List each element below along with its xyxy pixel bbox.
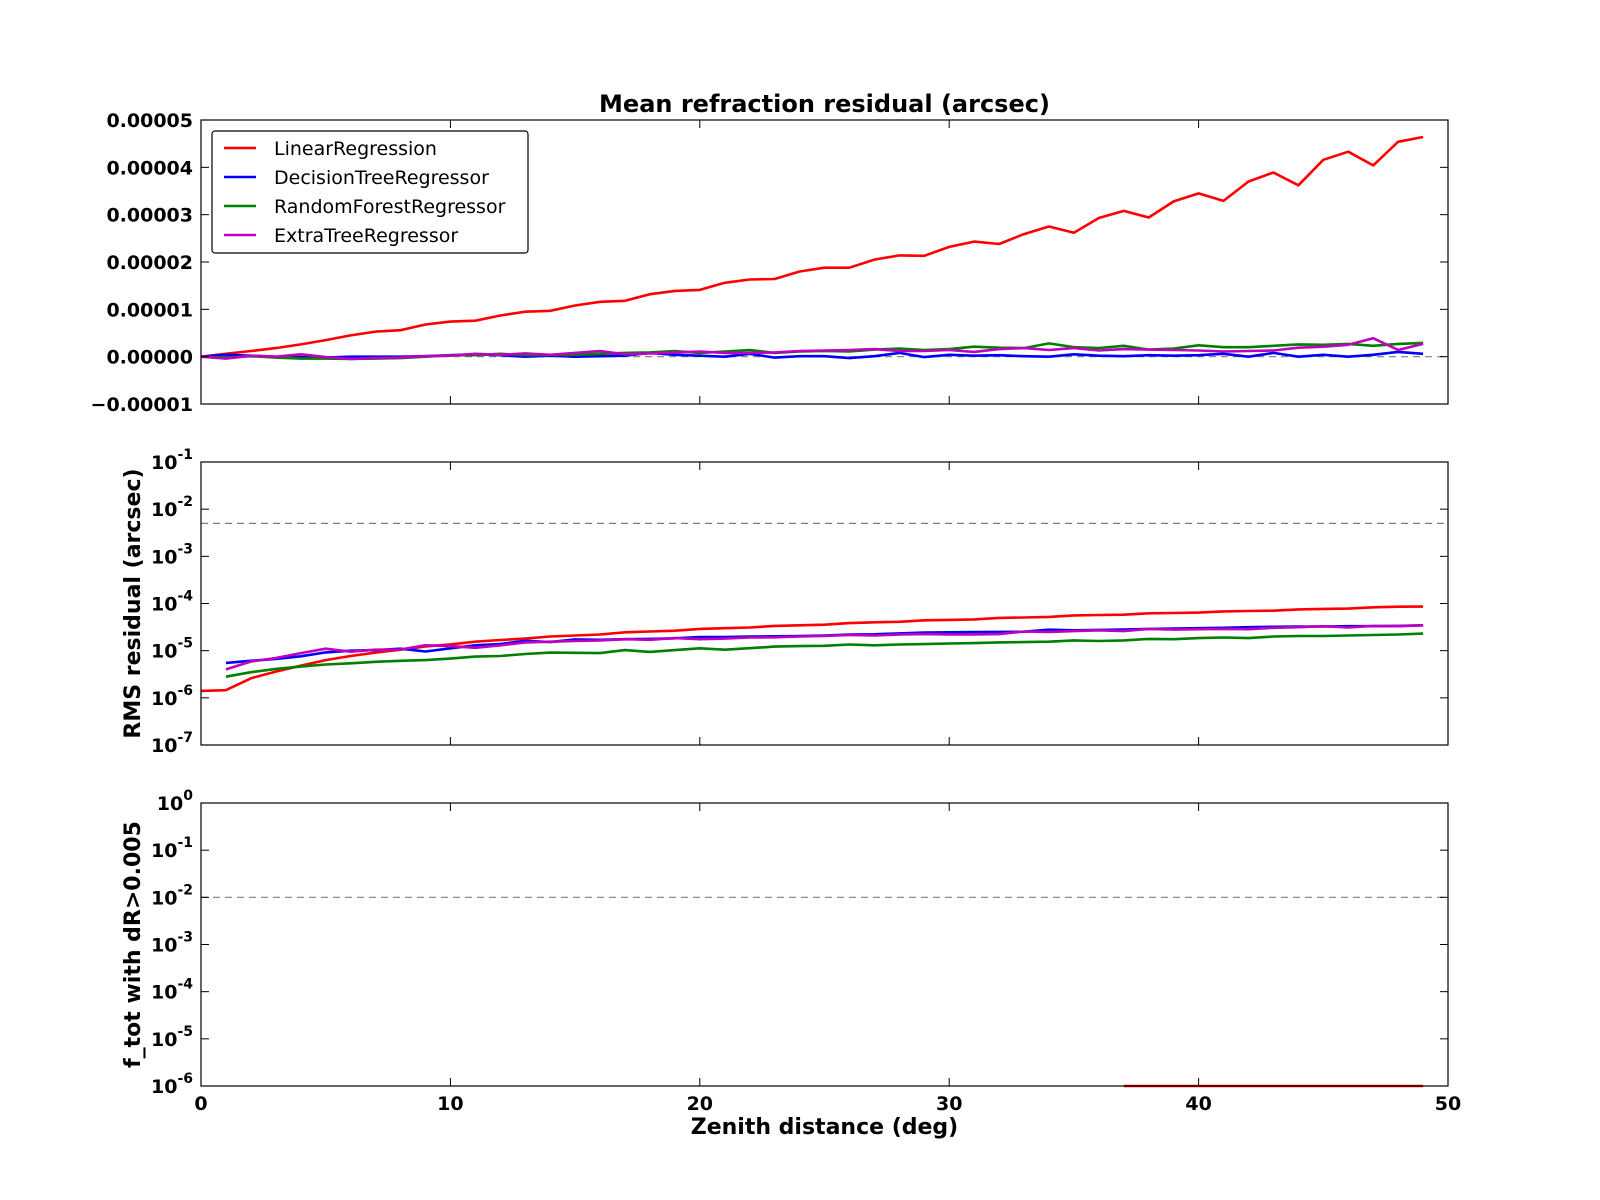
series-line-linearregression: [200, 135, 1424, 358]
y-tick-label: 0.00001: [106, 299, 193, 321]
mean-residual-panel: −0.00001 0.00000 0.00001 0.00002 0.00003 0.00…: [91, 90, 1449, 416]
y-tick-label: 10-4: [151, 977, 193, 1004]
plot-frame: [200, 802, 1449, 1087]
y-tick-exponent: -6: [177, 683, 193, 699]
y-tick-exponent: -1: [177, 447, 193, 463]
x-axis-label: Zenith distance (deg): [691, 1115, 958, 1140]
y-tick-exponent: -1: [177, 835, 193, 851]
y-tick-label: 100: [157, 788, 193, 815]
y-tick-exponent: -2: [177, 494, 193, 510]
y-tick-label: 0.00000: [106, 347, 193, 369]
y-tick-exponent: -3: [177, 930, 193, 946]
y-tick-label: 10-3: [151, 930, 193, 957]
y-tick-base: 10: [151, 452, 177, 474]
x-tick-label: 20: [687, 1093, 713, 1115]
y-tick-label: 10-2: [151, 494, 193, 521]
y-tick-exponent: 0: [183, 788, 193, 804]
y-tick-base: 10: [151, 546, 177, 568]
y-tick-exponent: -5: [177, 1024, 193, 1040]
y-tick-base: 10: [151, 840, 177, 862]
legend-label-linearregression: LinearRegression: [274, 138, 437, 160]
y-tick-label: 10-1: [151, 835, 193, 862]
x-tick-label: 50: [1435, 1093, 1461, 1115]
legend-label-randomforestregressor: RandomForestRegressor: [274, 196, 506, 218]
legend: LinearRegression DecisionTreeRegressor Ran…: [211, 130, 529, 254]
y-tick-label: 0.00003: [106, 205, 193, 227]
y-tick-label: 10-2: [151, 882, 193, 909]
plot-area: [201, 803, 1448, 1086]
y-tick-base: 10: [151, 982, 177, 1004]
y-tick-base: 10: [151, 1029, 177, 1051]
plot-frame: [200, 119, 1449, 405]
x-tick-label: 10: [437, 1093, 463, 1115]
y-tick-label: 10-6: [151, 1071, 193, 1098]
y-tick-label: 0.00005: [106, 110, 193, 132]
y-tick-base: 10: [151, 1076, 177, 1098]
y-tick-label: 10-5: [151, 1024, 193, 1051]
chart-title: Mean refraction residual (arcsec): [599, 90, 1050, 118]
y-tick-label: 10-1: [151, 447, 193, 474]
y-tick-label: −0.00001: [91, 394, 193, 416]
y-axis-label: f_tot with dR>0.005: [121, 821, 146, 1068]
y-tick-exponent: -4: [177, 589, 193, 605]
y-tick-exponent: -3: [177, 541, 193, 557]
legend-label-extratreeregressor: ExtraTreeRegressor: [274, 225, 458, 247]
y-tick-label: 10-7: [151, 730, 193, 757]
y-tick-exponent: -2: [177, 882, 193, 898]
y-tick-base: 10: [151, 688, 177, 710]
y-tick-exponent: -7: [177, 730, 193, 746]
series-line-extratreeregressor: [225, 624, 1424, 671]
y-axis-label: RMS residual (arcsec): [121, 468, 146, 738]
x-tick-label: 30: [936, 1093, 962, 1115]
y-tick-base: 10: [151, 499, 177, 521]
y-tick-label: 0.00004: [106, 157, 193, 179]
y-tick-base: 10: [151, 594, 177, 616]
y-tick-base: 10: [151, 735, 177, 757]
y-tick-label: 10-6: [151, 683, 193, 710]
y-tick-label: 0.00002: [106, 252, 193, 274]
y-tick-label: 10-5: [151, 636, 193, 663]
legend-label-decisiontreeregressor: DecisionTreeRegressor: [274, 167, 489, 189]
series-line-randomforestregressor: [225, 632, 1424, 678]
series-line-extratreeregressor: [200, 336, 1424, 361]
plot-frame: [200, 461, 1449, 746]
x-tick-label: 40: [1185, 1093, 1211, 1115]
y-tick-base: 10: [151, 935, 177, 957]
y-tick-base: 10: [151, 887, 177, 909]
plot-area: [201, 462, 1448, 745]
y-tick-label: 10-3: [151, 541, 193, 568]
y-tick-label: 10-4: [151, 589, 193, 616]
y-tick-base: 10: [151, 641, 177, 663]
y-tick-exponent: -4: [177, 977, 193, 993]
x-tick-label: 0: [194, 1093, 207, 1115]
y-tick-exponent: -5: [177, 636, 193, 652]
y-tick-exponent: -6: [177, 1071, 193, 1087]
y-tick-base: 10: [157, 793, 183, 815]
legend-box: [211, 130, 529, 254]
